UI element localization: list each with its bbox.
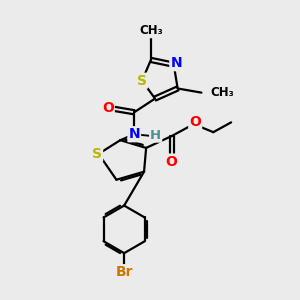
Text: N: N: [128, 127, 140, 141]
Text: O: O: [189, 115, 201, 129]
Text: S: S: [137, 74, 147, 88]
Text: O: O: [165, 154, 177, 169]
Text: N: N: [170, 56, 182, 70]
Text: O: O: [102, 101, 114, 116]
Text: CH₃: CH₃: [139, 24, 163, 37]
Text: H: H: [150, 129, 161, 142]
Text: S: S: [92, 147, 102, 161]
Text: Br: Br: [116, 265, 133, 279]
Text: CH₃: CH₃: [210, 86, 234, 99]
